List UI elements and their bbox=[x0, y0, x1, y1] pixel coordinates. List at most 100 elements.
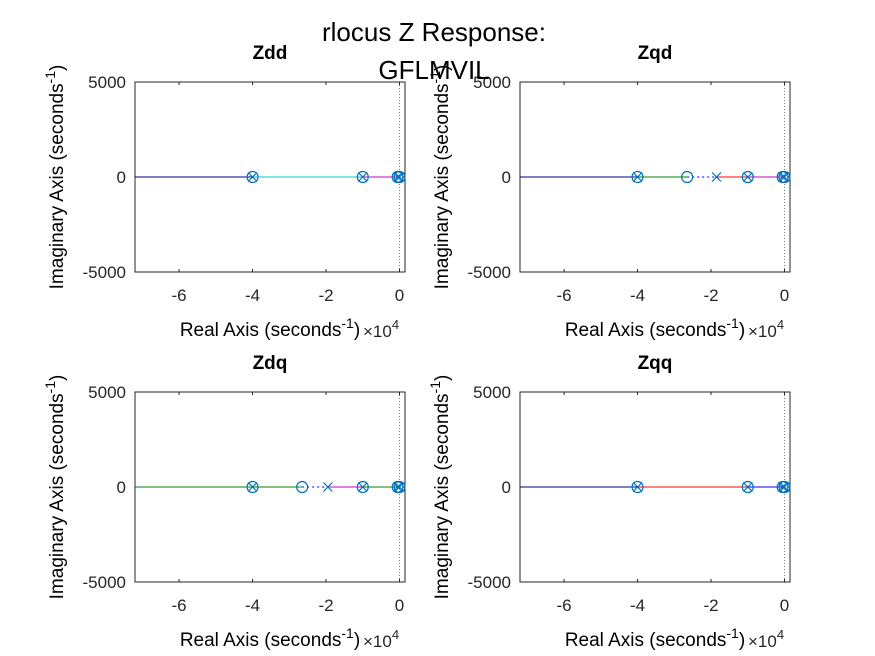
x-axis-label: Real Axis (seconds-1) bbox=[565, 625, 745, 651]
x-tick-label: -6 bbox=[172, 286, 187, 305]
pole-marker bbox=[247, 172, 258, 182]
multiplier-base: ×10 bbox=[363, 632, 392, 651]
pole-marker bbox=[711, 172, 722, 182]
x-tick-label: 0 bbox=[395, 286, 404, 305]
pole-marker bbox=[357, 172, 368, 182]
zero-marker bbox=[741, 480, 754, 494]
x-axis-label: Real Axis (seconds-1) bbox=[180, 625, 360, 651]
x-tick-label: -2 bbox=[318, 286, 333, 305]
x-axis-label-suffix: ) bbox=[354, 630, 360, 651]
x-tick-label: -2 bbox=[318, 596, 333, 615]
x-tick-label: -4 bbox=[245, 596, 260, 615]
y-tick-label: 0 bbox=[117, 478, 126, 497]
multiplier-exponent: 4 bbox=[777, 317, 784, 332]
pole-marker bbox=[322, 482, 333, 492]
zero-marker bbox=[246, 170, 259, 184]
x-axis-label-exponent: -1 bbox=[726, 315, 739, 331]
x-tick-label: -6 bbox=[557, 286, 572, 305]
multiplier-exponent: 4 bbox=[392, 627, 399, 642]
x-axis-label-suffix: ) bbox=[739, 320, 745, 341]
pole-cross-b bbox=[779, 482, 790, 492]
y-tick-label: 5000 bbox=[88, 73, 126, 92]
pole-marker bbox=[777, 172, 788, 182]
zero-marker bbox=[393, 480, 406, 494]
zero-marker bbox=[356, 480, 369, 494]
pole-cross-b bbox=[777, 172, 788, 182]
zero-marker bbox=[778, 170, 791, 184]
y-axis-label-text: Imaginary Axis (seconds bbox=[47, 393, 68, 599]
x-axis-multiplier: ×104 bbox=[748, 627, 784, 651]
pole-marker bbox=[357, 482, 368, 492]
multiplier-base: ×10 bbox=[748, 632, 777, 651]
zero-marker bbox=[681, 170, 694, 184]
y-tick-label: -5000 bbox=[468, 263, 511, 282]
y-axis-label-exponent: -1 bbox=[427, 71, 443, 84]
pole-cross-b bbox=[742, 482, 753, 492]
y-axis-label: Imaginary Axis (seconds-1) bbox=[42, 65, 68, 290]
multiplier-exponent: 4 bbox=[777, 627, 784, 642]
x-tick-label: -4 bbox=[245, 286, 260, 305]
x-axis-label-text: Real Axis (seconds bbox=[180, 320, 342, 341]
x-axis-label-exponent: -1 bbox=[726, 625, 739, 641]
y-tick-label: 0 bbox=[117, 168, 126, 187]
y-tick-label: 5000 bbox=[473, 73, 511, 92]
pole-marker bbox=[247, 482, 258, 492]
x-axis-multiplier: ×104 bbox=[748, 317, 784, 341]
y-axis-label: Imaginary Axis (seconds-1) bbox=[427, 65, 453, 290]
y-axis-label: Imaginary Axis (seconds-1) bbox=[42, 375, 68, 600]
pole-cross-b bbox=[392, 482, 403, 492]
pole-cross-b bbox=[394, 482, 405, 492]
multiplier-base: ×10 bbox=[363, 322, 392, 341]
pole-marker bbox=[392, 482, 403, 492]
y-axis-label-suffix: ) bbox=[47, 65, 68, 71]
pole-marker bbox=[742, 482, 753, 492]
pole-cross-b bbox=[357, 172, 368, 182]
zero-marker bbox=[393, 170, 406, 184]
x-tick-label: -6 bbox=[172, 596, 187, 615]
pole-marker bbox=[779, 172, 790, 182]
subplot-title: Zdd bbox=[253, 43, 288, 64]
x-axis-multiplier: ×104 bbox=[363, 317, 399, 341]
pole-marker bbox=[394, 482, 405, 492]
x-tick-label: -2 bbox=[703, 286, 718, 305]
y-tick-label: -5000 bbox=[83, 263, 126, 282]
pole-marker bbox=[392, 172, 403, 182]
zero-marker bbox=[246, 480, 259, 494]
x-axis-label-text: Real Axis (seconds bbox=[565, 630, 727, 651]
x-tick-label: -2 bbox=[703, 596, 718, 615]
y-axis-label-exponent: -1 bbox=[42, 381, 58, 394]
pole-marker bbox=[742, 172, 753, 182]
y-tick-label: 0 bbox=[502, 478, 511, 497]
pole-cross-b bbox=[247, 482, 258, 492]
zero-marker bbox=[741, 170, 754, 184]
pole-marker bbox=[394, 172, 405, 182]
pole-marker bbox=[632, 482, 643, 492]
figure-title-line-2: GFLMVIL bbox=[378, 55, 489, 85]
y-axis-label-suffix: ) bbox=[47, 375, 68, 381]
multiplier-exponent: 4 bbox=[392, 317, 399, 332]
y-tick-label: -5000 bbox=[468, 573, 511, 592]
x-tick-label: -6 bbox=[557, 596, 572, 615]
y-axis-label-exponent: -1 bbox=[42, 71, 58, 84]
y-tick-label: 0 bbox=[502, 168, 511, 187]
pole-cross-b bbox=[632, 482, 643, 492]
zero-marker bbox=[356, 170, 369, 184]
pole-cross-b bbox=[357, 482, 368, 492]
pole-marker bbox=[632, 172, 643, 182]
multiplier-base: ×10 bbox=[748, 322, 777, 341]
pole-cross-b bbox=[392, 172, 403, 182]
pole-cross-b bbox=[777, 482, 788, 492]
x-axis-label: Real Axis (seconds-1) bbox=[180, 315, 360, 341]
zero-marker bbox=[631, 480, 644, 494]
x-axis-label-exponent: -1 bbox=[341, 625, 354, 641]
subplot-title: Zqq bbox=[638, 353, 673, 374]
y-axis-label-text: Imaginary Axis (seconds bbox=[432, 83, 453, 289]
pole-cross-b bbox=[742, 172, 753, 182]
y-tick-label: 5000 bbox=[473, 383, 511, 402]
zero-marker bbox=[631, 170, 644, 184]
pole-cross-b bbox=[247, 172, 258, 182]
